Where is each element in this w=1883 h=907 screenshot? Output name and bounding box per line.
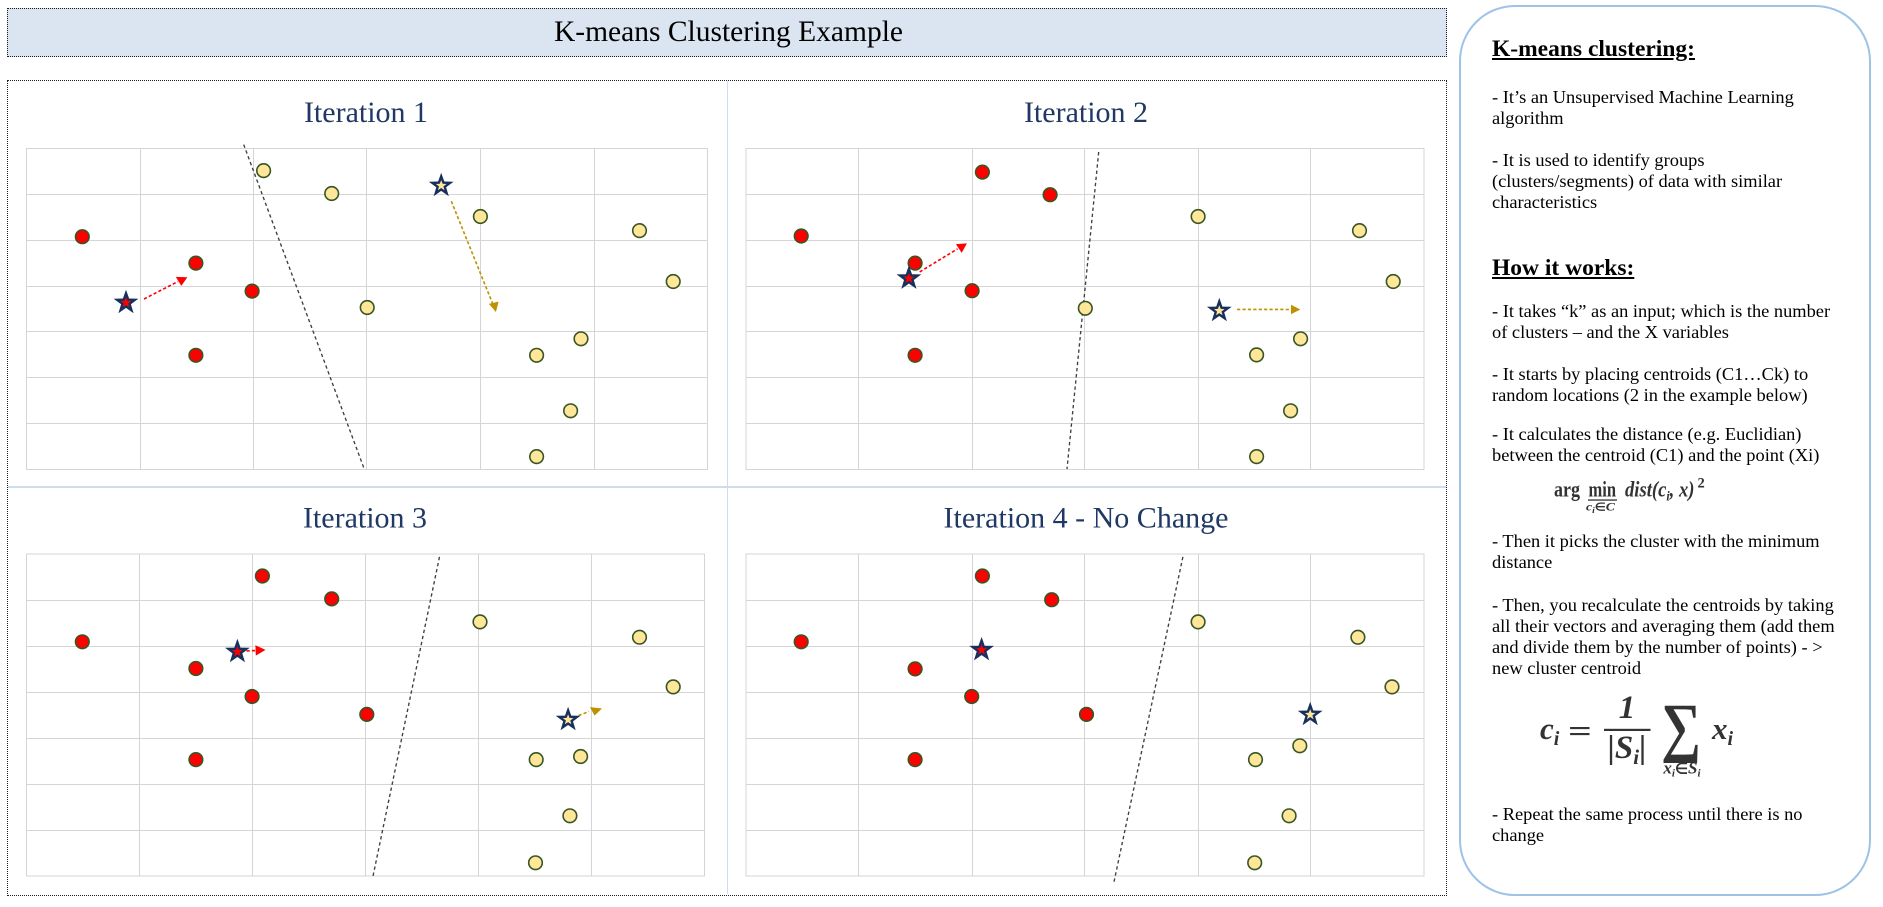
svg-text:2: 2 — [1698, 476, 1705, 492]
svg-text:1: 1 — [1619, 690, 1636, 726]
svg-text:Iteration 4 - No Change: Iteration 4 - No Change — [944, 502, 1229, 535]
svg-text:min: min — [1589, 477, 1617, 502]
svg-text:Iteration 1: Iteration 1 — [304, 96, 428, 129]
svg-text:=: = — [1568, 713, 1592, 748]
svg-text:Iteration 2: Iteration 2 — [1024, 96, 1148, 129]
svg-text:∑: ∑ — [1661, 691, 1701, 764]
svg-text:|Si|: |Si| — [1608, 730, 1647, 769]
svg-text:Iteration 3: Iteration 3 — [303, 502, 427, 535]
svg-text:arg: arg — [1554, 477, 1580, 502]
svg-text:dist(ci, x): dist(ci, x) — [1625, 477, 1695, 505]
